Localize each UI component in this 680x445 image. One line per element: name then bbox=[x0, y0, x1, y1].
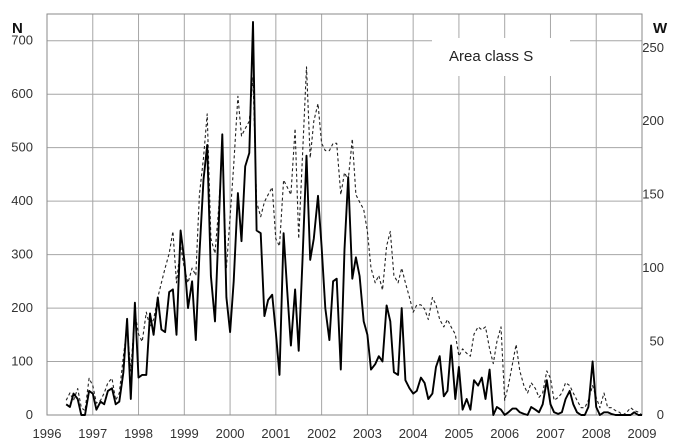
left-tick-label: 200 bbox=[11, 300, 33, 315]
plot-frame bbox=[46, 13, 643, 416]
x-tick-label: 1999 bbox=[170, 426, 199, 441]
legend-background bbox=[432, 38, 570, 76]
right-axis-label: W bbox=[653, 20, 668, 37]
right-tick-label: 200 bbox=[642, 113, 664, 128]
right-tick-label: 250 bbox=[642, 40, 664, 55]
x-axis-tick-labels: 1996 1997 1998 1999 2000 2001 2002 2003 2004 2005… bbox=[33, 426, 657, 441]
x-tick-label: 2008 bbox=[582, 426, 611, 441]
right-tick-label: 0 bbox=[657, 407, 664, 422]
x-tick-label: 2001 bbox=[261, 426, 290, 441]
right-tick-label: 100 bbox=[642, 260, 664, 275]
right-tick-label: 150 bbox=[642, 187, 664, 202]
x-tick-label: 2000 bbox=[216, 426, 245, 441]
left-tick-label: 100 bbox=[11, 354, 33, 369]
x-tick-label: 2006 bbox=[490, 426, 519, 441]
x-tick-label: 2005 bbox=[444, 426, 473, 441]
series-line-dashed bbox=[65, 66, 643, 416]
legend-annotation: Area class S bbox=[449, 48, 533, 65]
right-axis-tick-labels: 0 50 100 150 200 250 bbox=[642, 40, 664, 422]
x-tick-label: 2004 bbox=[399, 426, 428, 441]
x-tick-label: 2009 bbox=[628, 426, 657, 441]
left-tick-label: 600 bbox=[11, 86, 33, 101]
left-tick-label: 500 bbox=[11, 140, 33, 155]
left-tick-label: 400 bbox=[11, 193, 33, 208]
left-axis-tick-labels: 0 100 200 300 400 500 600 700 bbox=[11, 33, 33, 422]
left-axis-label: N bbox=[12, 20, 23, 37]
x-tick-label: 1998 bbox=[124, 426, 153, 441]
x-tick-label: 2007 bbox=[536, 426, 565, 441]
x-tick-label: 1997 bbox=[78, 426, 107, 441]
left-tick-label: 0 bbox=[26, 407, 33, 422]
x-tick-label: 2002 bbox=[307, 426, 336, 441]
right-tick-label: 50 bbox=[650, 334, 664, 349]
legend-box: Area class S bbox=[432, 38, 570, 76]
left-tick-label: 700 bbox=[11, 33, 33, 48]
x-tick-label: 1996 bbox=[33, 426, 62, 441]
left-tick-label: 300 bbox=[11, 247, 33, 262]
x-tick-label: 2003 bbox=[353, 426, 382, 441]
series-line-solid bbox=[65, 21, 642, 416]
series-layer bbox=[65, 21, 643, 416]
